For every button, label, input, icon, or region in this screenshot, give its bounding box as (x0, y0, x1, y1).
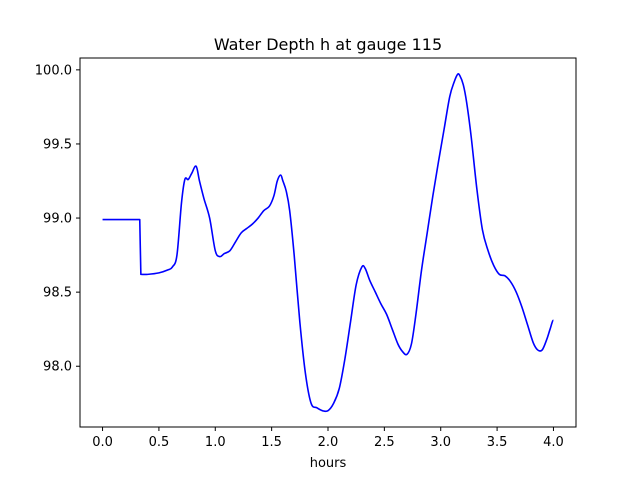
plot-frame (79, 57, 577, 428)
axis-ticks: 0.0 0.5 1.0 1.5 2.0 2.5 3.0 3.5 4.0 98.0 98.5 99.0 9… (35, 63, 564, 450)
x-tick-label: 0.0 (92, 435, 113, 450)
y-tick-label: 98.5 (43, 286, 72, 301)
x-tick-label: 1.5 (261, 435, 282, 450)
y-tick-label: 99.0 (43, 212, 72, 227)
chart-title: Water Depth h at gauge 115 (214, 35, 442, 54)
x-axis-label: hours (310, 456, 347, 471)
x-tick-label: 0.5 (149, 435, 170, 450)
x-tick-label: 2.5 (374, 435, 395, 450)
x-tick-label: 4.0 (543, 435, 564, 450)
y-tick-label: 99.5 (43, 137, 72, 152)
x-tick-label: 3.5 (487, 435, 508, 450)
y-tick-label: 100.0 (35, 63, 72, 78)
x-tick-label: 2.0 (318, 435, 339, 450)
x-tick-label: 1.0 (205, 435, 226, 450)
series-group (102, 73, 554, 413)
x-tick-label: 3.0 (430, 435, 451, 450)
series-line (102, 73, 554, 413)
y-tick-label: 98.0 (43, 360, 72, 375)
